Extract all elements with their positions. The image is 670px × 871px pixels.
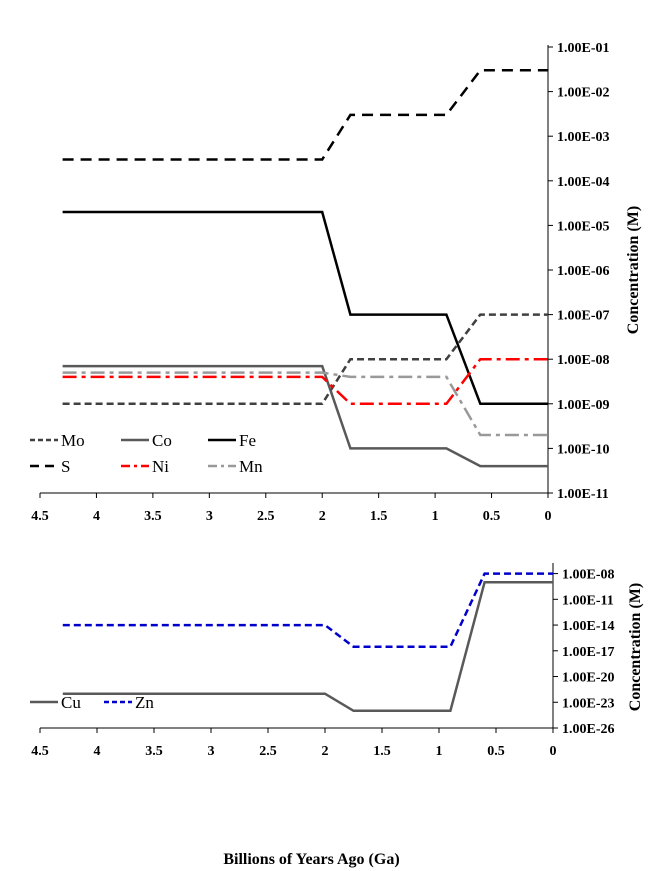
y-tick-label: 1.00E-10	[557, 442, 610, 457]
y-tick-label: 1.00E-17	[562, 645, 615, 660]
x-tick-label: 0.5	[487, 744, 505, 759]
legend-label-ni: Ni	[152, 457, 169, 476]
x-tick-label: 2	[319, 509, 326, 524]
series-line-mo	[62, 313, 548, 406]
x-tick-label: 0.5	[483, 509, 501, 524]
top-chart-panel: 4.5 4 3.5 3 2.5 2 1.5 1 0.5 0 1.00E-11 1.00E-10 1.00…	[30, 41, 642, 524]
legend-label-mn: Mn	[239, 457, 263, 476]
x-tick-label: 3.5	[144, 509, 162, 524]
x-tick-label: 2.5	[259, 744, 277, 759]
series-line-zn	[62, 572, 553, 648]
y-tick-label: 1.00E-09	[557, 398, 610, 413]
y-tick-label: 1.00E-26	[562, 722, 615, 737]
x-axis-title: Billions of Years Ago (Ga)	[223, 851, 399, 868]
y-tick-label: 1.00E-05	[557, 219, 610, 234]
x-tick-label: 2	[322, 744, 329, 759]
x-tick-label: 3	[208, 744, 215, 759]
x-tick-label: 3.5	[145, 744, 163, 759]
legend-label-s: S	[61, 457, 70, 476]
series-line-co	[62, 364, 548, 468]
y-tick-label: 1.00E-03	[557, 130, 610, 145]
y-tick-label: 1.00E-07	[557, 309, 610, 324]
legend-label-zn: Zn	[135, 693, 154, 712]
y-tick-label: 1.00E-08	[557, 353, 610, 368]
x-tick-label: 0	[550, 744, 557, 759]
legend-label-co: Co	[152, 431, 172, 450]
x-tick-label: 1.5	[373, 744, 391, 759]
x-tick-label: 1	[436, 744, 443, 759]
series-line-mn	[62, 371, 548, 437]
bottom-chart-panel: 4.5 4 3.5 3 2.5 2 1.5 1 0.5 0 1.00E-26 1.00E-23 1.00…	[30, 563, 644, 868]
y-tick-label: 1.00E-23	[562, 696, 615, 711]
legend-label-fe: Fe	[239, 431, 256, 450]
y-tick-label: 1.00E-01	[557, 41, 610, 56]
x-tick-label: 1	[432, 509, 439, 524]
y-tick-label: 1.00E-04	[557, 175, 610, 190]
x-tick-label: 4.5	[31, 744, 49, 759]
series-line-fe	[62, 210, 548, 406]
x-tick-label: 3	[206, 509, 213, 524]
y-tick-label: 1.00E-02	[557, 86, 610, 101]
series-line-ni	[62, 357, 548, 406]
y-tick-label: 1.00E-14	[562, 619, 615, 634]
y-tick-label: 1.00E-11	[557, 487, 609, 502]
series-line-cu	[62, 580, 553, 713]
x-tick-label: 0	[545, 509, 552, 524]
y-tick-label: 1.00E-08	[562, 568, 615, 583]
x-tick-label: 1.5	[370, 509, 388, 524]
legend-label-cu: Cu	[61, 693, 81, 712]
legend-label-mo: Mo	[61, 431, 85, 450]
series-line-s	[62, 69, 548, 161]
y-axis-title: Concentration (M)	[625, 206, 642, 334]
y-axis-title: Concentration (M)	[627, 583, 644, 711]
x-tick-label: 4	[93, 509, 100, 524]
y-tick-label: 1.00E-11	[562, 593, 614, 608]
x-tick-label: 4	[94, 744, 101, 759]
y-tick-label: 1.00E-06	[557, 264, 610, 279]
y-tick-label: 1.00E-20	[562, 671, 615, 686]
x-tick-label: 2.5	[257, 509, 275, 524]
x-tick-label: 4.5	[31, 509, 49, 524]
